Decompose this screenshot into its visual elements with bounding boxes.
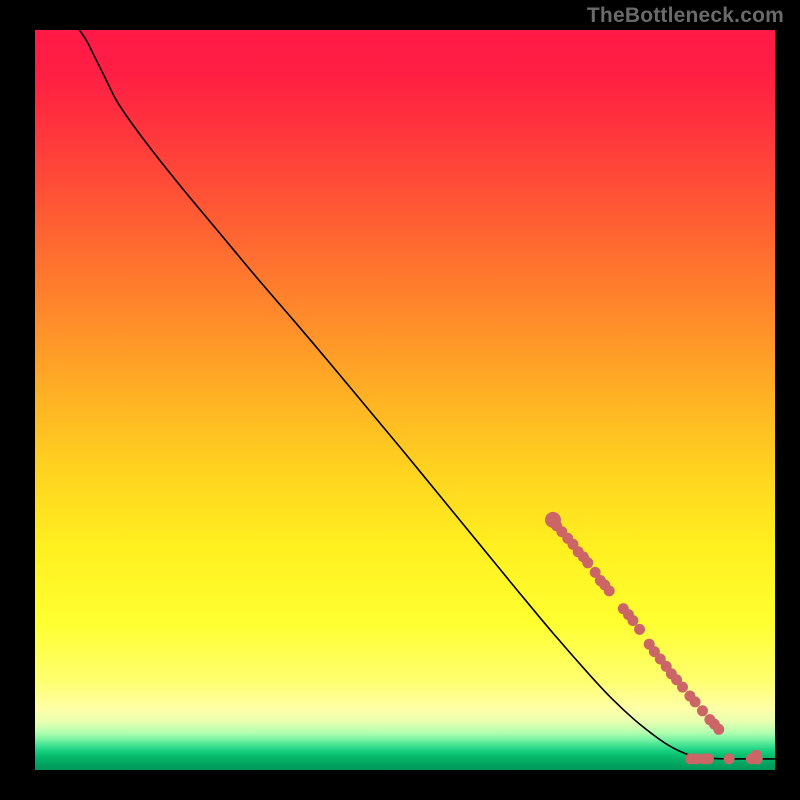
data-point (713, 724, 724, 735)
data-point (677, 682, 688, 693)
data-point (582, 557, 593, 568)
data-point (703, 753, 714, 764)
watermark-text: TheBottleneck.com (587, 4, 784, 28)
data-point (752, 753, 763, 764)
data-point (690, 696, 701, 707)
data-point (724, 753, 735, 764)
data-point (627, 615, 638, 626)
data-point (604, 585, 615, 596)
bottleneck-chart (35, 30, 775, 770)
data-point (634, 624, 645, 635)
data-point (697, 705, 708, 716)
chart-frame: TheBottleneck.com (0, 0, 800, 800)
